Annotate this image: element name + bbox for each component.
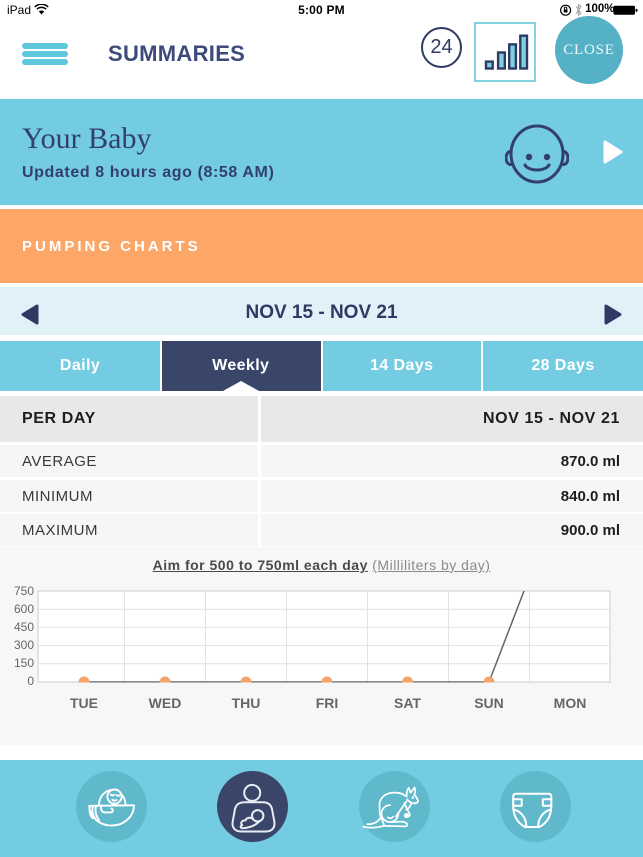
svg-text:600: 600	[14, 602, 34, 616]
svg-text:300: 300	[14, 638, 34, 652]
svg-text:SUN: SUN	[474, 695, 504, 711]
svg-text:TUE: TUE	[70, 695, 98, 711]
svg-text:SAT: SAT	[394, 695, 421, 711]
svg-text:450: 450	[14, 620, 34, 634]
svg-text:MON: MON	[554, 695, 587, 711]
svg-text:THU: THU	[232, 695, 261, 711]
svg-text:750: 750	[14, 584, 34, 598]
svg-text:0: 0	[27, 674, 34, 688]
svg-text:FRI: FRI	[316, 695, 339, 711]
svg-text:150: 150	[14, 656, 34, 670]
svg-text:WED: WED	[149, 695, 182, 711]
